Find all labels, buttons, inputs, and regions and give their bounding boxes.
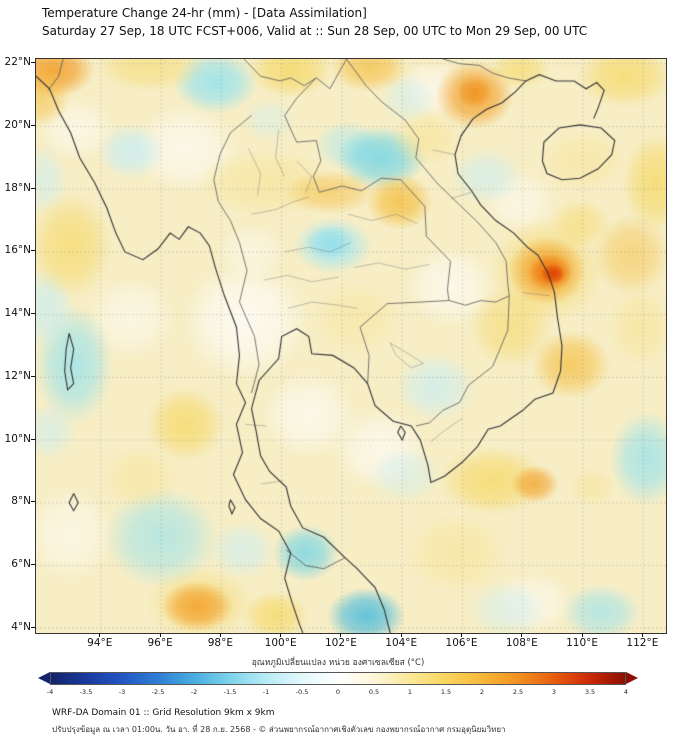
lon-tick-mark bbox=[99, 633, 101, 637]
lon-tick-mark bbox=[521, 633, 523, 637]
colorbar-tick-label: 4 bbox=[623, 688, 629, 696]
lat-tick-mark bbox=[31, 564, 35, 566]
lon-tick-mark bbox=[280, 633, 282, 637]
colorbar-tick-label: 0.5 bbox=[368, 688, 380, 696]
temperature-change-map-canvas bbox=[36, 59, 666, 633]
colorbar-right-arrow bbox=[626, 672, 638, 684]
colorbar-tick-label: -1.5 bbox=[223, 688, 237, 696]
lon-tick-label: 94°E bbox=[87, 637, 113, 649]
lon-tick-mark bbox=[400, 633, 402, 637]
lat-tick-label: 12°N bbox=[4, 369, 31, 382]
map-plot-area bbox=[35, 58, 667, 634]
lat-tick-mark bbox=[31, 250, 35, 252]
footer-update-info: ปรับปรุงข้อมูล ณ เวลา 01:00น. วัน อา. ที… bbox=[52, 725, 506, 734]
lon-tick-label: 106°E bbox=[445, 637, 478, 649]
lat-tick-label: 20°N bbox=[4, 118, 31, 131]
lat-tick-mark bbox=[31, 187, 35, 189]
footer-domain-info: WRF-DA Domain 01 :: Grid Resolution 9km … bbox=[52, 708, 275, 718]
colorbar-tick-label: -1 bbox=[262, 688, 270, 696]
lon-tick-mark bbox=[461, 633, 463, 637]
lon-tick-mark bbox=[581, 633, 583, 637]
lon-tick-mark bbox=[219, 633, 221, 637]
lat-tick-mark bbox=[31, 375, 35, 377]
colorbar-tick-label: -3.5 bbox=[79, 688, 93, 696]
colorbar-left-arrow bbox=[38, 672, 50, 684]
lon-tick-label: 98°E bbox=[207, 637, 233, 649]
colorbar-tick-label: -2.5 bbox=[151, 688, 165, 696]
colorbar-tick-label: 0 bbox=[335, 688, 341, 696]
lat-tick-label: 8°N bbox=[11, 495, 31, 508]
colorbar-tick-labels: -4 -3.5 -3 -2.5 -2 -1.5 -1 -0.5 0 0.5 1 1.5 2 2.5 3 3.5… bbox=[46, 688, 629, 698]
colorbar-tick-label: 1.5 bbox=[440, 688, 452, 696]
lon-tick-label: 104°E bbox=[385, 637, 418, 649]
colorbar-tick-label: 3.5 bbox=[584, 688, 596, 696]
lat-tick-label: 14°N bbox=[4, 307, 31, 320]
colorbar-tick-label: -3 bbox=[118, 688, 126, 696]
lat-tick-label: 10°N bbox=[4, 432, 31, 445]
lat-tick-mark bbox=[31, 62, 35, 64]
colorbar bbox=[50, 672, 626, 685]
lat-tick-mark bbox=[31, 124, 35, 126]
colorbar-tick-label: 2 bbox=[479, 688, 485, 696]
colorbar-tick-label: -4 bbox=[46, 688, 54, 696]
lat-tick-label: 18°N bbox=[4, 181, 31, 194]
lon-tick-mark bbox=[159, 633, 161, 637]
lat-tick-mark bbox=[31, 438, 35, 440]
colorbar-tick-label: 3 bbox=[551, 688, 557, 696]
lat-tick-label: 16°N bbox=[4, 244, 31, 257]
lon-tick-label: 110°E bbox=[566, 637, 599, 649]
colorbar-tick-label: -0.5 bbox=[295, 688, 309, 696]
lon-tick-label: 112°E bbox=[626, 637, 659, 649]
colorbar-tick-label: -2 bbox=[190, 688, 198, 696]
lat-tick-mark bbox=[31, 626, 35, 628]
colorbar-tick-label: 1 bbox=[407, 688, 413, 696]
lon-tick-label: 108°E bbox=[505, 637, 538, 649]
page-title: Temperature Change 24-hr (mm) - [Data As… bbox=[42, 6, 367, 20]
colorbar-label: อุณหภูมิเปลี่ยนแปลง หน่วย องศาเซลเซียส (… bbox=[251, 658, 425, 668]
lat-tick-mark bbox=[31, 313, 35, 315]
lat-tick-label: 4°N bbox=[11, 620, 31, 633]
lon-tick-mark bbox=[641, 633, 643, 637]
lon-tick-label: 102°E bbox=[324, 637, 357, 649]
lat-tick-mark bbox=[31, 501, 35, 503]
lat-tick-label: 6°N bbox=[11, 558, 31, 571]
lon-tick-mark bbox=[340, 633, 342, 637]
lat-tick-label: 22°N bbox=[4, 56, 31, 69]
colorbar-tick-label: 2.5 bbox=[512, 688, 524, 696]
lon-tick-label: 96°E bbox=[147, 637, 173, 649]
page-subtitle: Saturday 27 Sep, 18 UTC FCST+006, Valid … bbox=[42, 24, 588, 38]
lon-tick-label: 100°E bbox=[264, 637, 297, 649]
